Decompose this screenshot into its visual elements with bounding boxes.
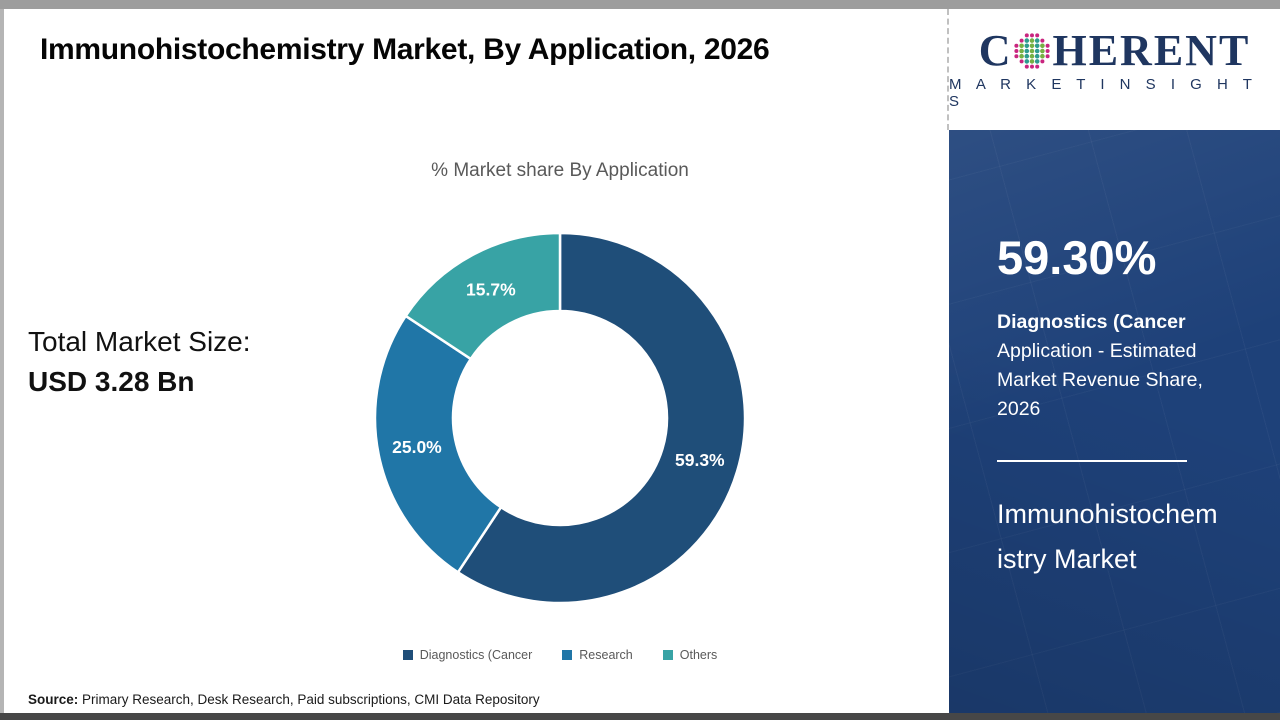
page-title: Immunohistochemistry Market, By Applicat… — [40, 33, 770, 66]
legend-item-research: Research — [562, 648, 633, 662]
total-market-size-label: Total Market Size: — [28, 326, 251, 357]
logo-tagline: M A R K E T I N S I G H T S — [949, 76, 1258, 110]
legend-swatch-research — [562, 650, 573, 660]
donut-segment — [404, 231, 562, 361]
sidebar-stat-caption: Application - Estimated Market Revenue S… — [997, 340, 1203, 420]
donut-segment — [373, 314, 503, 574]
legend-item-others: Others — [662, 648, 718, 662]
legend-label-research: Research — [579, 648, 633, 662]
source-text: Primary Research, Desk Research, Paid su… — [78, 692, 540, 707]
sidebar-stat-value: 59.30% — [997, 231, 1157, 284]
source-label: Source: — [28, 692, 79, 707]
sidebar-stat-segment: Diagnostics (Cancer — [997, 311, 1186, 333]
total-market-size: Total Market Size: USD 3.28 Bn — [28, 322, 251, 402]
donut-segment-label: 25.0% — [392, 437, 442, 457]
logo-letters-rest: HERENT — [1052, 26, 1251, 75]
legend-label-others: Others — [679, 648, 718, 662]
total-market-size-value: USD 3.28 Bn — [28, 366, 195, 397]
chart-subtitle: % Market share By Application — [431, 160, 689, 181]
legend-swatch-diagnostics — [402, 650, 413, 660]
donut-chart: 59.3% 25.0% 15.7% — [370, 228, 750, 608]
donut-segment-label: 15.7% — [466, 279, 516, 299]
legend-swatch-others — [662, 650, 673, 660]
donut-segment — [456, 231, 747, 605]
source-line: Source: Primary Research, Desk Research,… — [28, 692, 540, 707]
donut-segment-label: 59.3% — [675, 450, 725, 470]
sidebar-stat-description: Diagnostics (Cancer Application - Estima… — [997, 308, 1233, 424]
coherent-logo: C HERENT M A R K E T I N S I G H T S — [949, 9, 1280, 130]
logo-letter-c: C — [978, 26, 1013, 75]
chart-legend: Diagnostics (Cancer Research Others — [330, 648, 790, 662]
legend-label-diagnostics: Diagnostics (Cancer — [419, 648, 533, 662]
legend-item-diagnostics: Diagnostics (Cancer — [402, 648, 533, 662]
donut-chart-svg: 59.3% 25.0% 15.7% — [373, 231, 747, 605]
top-border-bar — [0, 0, 1280, 9]
sidebar-market-name: Immunohistochemistry Market — [997, 499, 1218, 574]
coherent-logo-globe-icon — [1013, 32, 1051, 70]
coherent-logo-wordmark: C HERENT — [979, 29, 1251, 73]
left-border-bar — [0, 9, 4, 713]
logo-dashed-separator — [947, 9, 949, 130]
bottom-border-bar — [0, 713, 1280, 720]
sidebar-divider — [997, 460, 1187, 462]
highlight-sidebar: 59.30% Diagnostics (Cancer Application -… — [949, 130, 1280, 713]
